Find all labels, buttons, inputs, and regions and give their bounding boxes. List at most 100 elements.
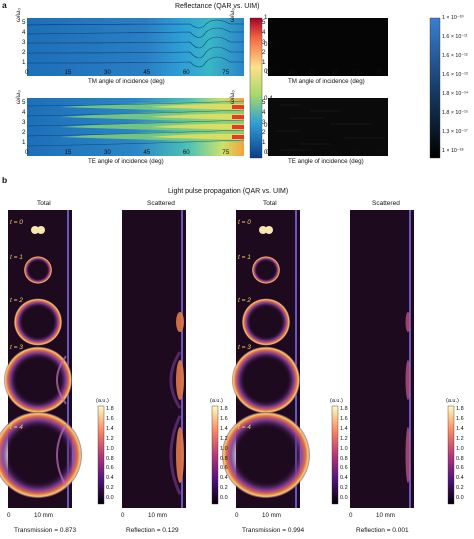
scattered-wave (176, 312, 184, 332)
x-tick-log-te: 75 (375, 149, 382, 156)
scattered-wave (405, 360, 411, 400)
colorbar-unit: (a.u.) (210, 398, 223, 404)
pulse-ring (4, 346, 72, 414)
colorbar-tick: 1.4 (106, 425, 114, 432)
x-tick-tm: 30 (103, 69, 111, 76)
colorbar-unit: (a.u.) (96, 398, 109, 404)
colorbar-tick: 1.8 (456, 406, 464, 412)
x-tick-te: 0 (25, 149, 29, 156)
colorbar-tick: 1.2 (106, 435, 114, 442)
time-label: t = 4 (10, 424, 23, 431)
linear-colorbar (249, 17, 263, 159)
pulse-ring (242, 298, 290, 346)
column-title: Scattered (372, 200, 400, 207)
x-tick-10mm: 10 mm (148, 512, 167, 519)
linear-colorbar-tick: 0.4 (264, 95, 273, 102)
x-tick-te: 75 (222, 149, 230, 156)
column-caption: Transmission = 0.873 (14, 527, 77, 534)
panel-b-title: Light pulse propagation (QAR vs. UIM) (168, 188, 289, 195)
y-tick-log-tm: 2 (262, 49, 266, 56)
y-tick-te: 3 (22, 119, 26, 126)
log-colorbar-tick: 1 × 10⁻¹⁰ (442, 15, 464, 21)
column-caption: Reflection = 0.129 (126, 527, 179, 534)
column-title: Total (263, 200, 277, 207)
x-tick-10mm: 10 mm (34, 512, 53, 519)
reflected-front (56, 355, 67, 405)
intensity-colorbar (331, 405, 339, 505)
y-axis-label-tm-right: ω/ω₀ (229, 8, 236, 22)
x-tick-tm: 0 (25, 69, 29, 76)
time-label: t = 1 (238, 254, 251, 261)
x-tick-tm: 15 (64, 69, 72, 76)
pulse-propagation-panels (0, 210, 455, 508)
linear-colorbar-tick: 0.6 (264, 68, 273, 75)
colorbar-tick: 0.6 (220, 465, 228, 472)
colorbar-unit: (a.u.) (330, 398, 343, 404)
column-caption: Transmission = 0.994 (242, 527, 305, 534)
te-axis-label-right: TE angle of incidence (deg) (288, 158, 364, 165)
time-label: t = 2 (10, 297, 23, 304)
y-tick-log-tm: 1 (262, 59, 266, 66)
pulse-blob (259, 226, 267, 234)
intensity-colorbar (447, 405, 455, 505)
colorbar-tick: 1.2 (220, 435, 228, 442)
x-tick-te: 60 (182, 149, 190, 156)
x-tick-log-tm: 75 (375, 69, 382, 76)
colorbar-tick: 1.6 (340, 415, 348, 422)
time-label: t = 0 (10, 219, 23, 226)
time-label: t = 3 (238, 344, 251, 351)
colorbar-tick: 0.6 (340, 465, 348, 472)
x-tick-log-tm: 30 (309, 69, 317, 76)
log-colorbar-tick: 1.3 × 10⁻¹⁷ (442, 129, 468, 135)
x-tick-10mm: 10 mm (262, 512, 281, 519)
y-tick-tm: 5 (22, 19, 26, 26)
pulse-ring (252, 256, 280, 284)
colorbar-tick: 1.0 (456, 445, 464, 452)
y-tick-tm: 1 (22, 59, 26, 66)
colorbar-tick: 0.2 (220, 485, 228, 492)
colorbar-tick: 0.2 (340, 485, 348, 492)
colorbar-tick: 0.2 (456, 485, 464, 492)
y-tick-te: 5 (22, 99, 26, 106)
pulse-ring (24, 256, 52, 284)
x-tick-log-te: 0 (266, 149, 270, 156)
colorbar-tick: 0.2 (106, 485, 114, 492)
log-colorbar-tick: 1.6 × 10⁻¹² (442, 53, 468, 59)
colorbar-tick: 0.8 (340, 455, 348, 462)
time-label: t = 3 (10, 344, 23, 351)
x-tick-zero: 0 (121, 512, 125, 519)
scattered-wave (176, 360, 184, 400)
colorbar-tick: 1.2 (340, 435, 348, 442)
log-colorbar-tick: 1.6 × 10⁻¹¹ (442, 34, 468, 40)
colorbar-unit: (a.u.) (446, 398, 459, 404)
column-title: Total (37, 200, 51, 207)
y-tick-log-tm: 5 (262, 19, 266, 26)
scattered-wave (405, 312, 411, 332)
colorbar-tick: 1.0 (340, 445, 348, 452)
y-tick-log-tm: 4 (262, 29, 266, 36)
scattered-wave (176, 427, 184, 483)
colorbar-tick: 1.4 (456, 425, 464, 432)
colorbar-tick: 1.0 (220, 445, 228, 452)
pulse-blob (265, 226, 273, 234)
colorbar-tick: 1.8 (340, 406, 348, 412)
colorbar-tick: 0.0 (340, 495, 348, 502)
reflectance-maps (26, 17, 441, 159)
log-colorbar-tick: 1.6 × 10⁻¹³ (442, 72, 468, 78)
colorbar-tick: 1.6 (456, 415, 464, 422)
linear-colorbar-tick: 0.8 (264, 41, 273, 48)
x-tick-tm: 45 (143, 69, 151, 76)
colorbar-tick: 1.4 (220, 425, 228, 432)
pulse-ring (222, 411, 310, 499)
y-tick-log-tm: 3 (262, 39, 266, 46)
linear-colorbar-tick: 1 (264, 14, 268, 21)
panel-b-label: b (2, 175, 8, 185)
pulse-ring (14, 298, 62, 346)
scattered-wave (405, 427, 411, 483)
colorbar-tick: 1.8 (220, 406, 228, 412)
tm-linear-map (27, 18, 244, 76)
x-tick-log-te: 30 (309, 149, 317, 156)
x-tick-zero: 0 (7, 512, 11, 519)
log-colorbar-tick: 1.8 × 10⁻¹⁵ (442, 110, 469, 116)
colorbar-tick: 0.0 (456, 495, 464, 502)
